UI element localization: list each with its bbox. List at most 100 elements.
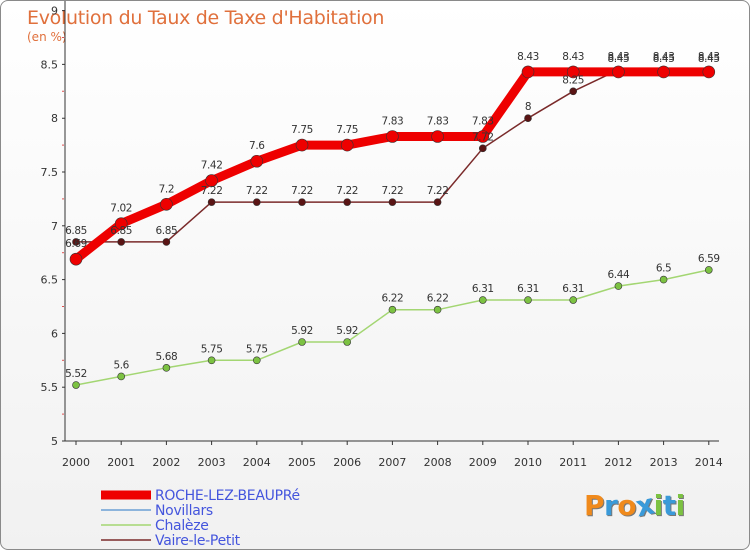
legend-entry: Chalèze xyxy=(155,518,209,534)
data-label: 8.43 xyxy=(562,51,584,63)
data-label: 7.22 xyxy=(382,185,404,197)
data-label: 7.22 xyxy=(427,185,449,197)
data-label: 7.22 xyxy=(291,185,313,197)
data-point xyxy=(704,266,713,274)
data-point xyxy=(569,296,578,304)
data-label: 7.22 xyxy=(201,185,223,197)
data-label: 7.02 xyxy=(110,203,132,215)
y-tick-label: 7.5 xyxy=(41,166,59,179)
data-label: 7.75 xyxy=(291,124,313,136)
data-point xyxy=(566,65,580,79)
chart-subtitle: (en %) xyxy=(27,30,67,44)
data-point xyxy=(388,198,397,206)
data-point xyxy=(162,238,171,246)
legend-entry: Vaire-le-Petit xyxy=(155,533,241,549)
data-point xyxy=(72,381,80,389)
data-label: 8.43 xyxy=(517,51,539,63)
data-label: 7.22 xyxy=(246,185,268,197)
data-label: 7.75 xyxy=(336,124,358,136)
data-label: 8 xyxy=(525,101,531,113)
data-label: 5.6 xyxy=(113,359,129,371)
data-label: 6.59 xyxy=(698,253,720,265)
y-tick-label: 6.5 xyxy=(41,274,59,287)
data-point xyxy=(478,296,487,304)
data-point xyxy=(478,144,487,153)
series-line xyxy=(76,69,709,243)
y-tick-label: 7 xyxy=(51,220,58,233)
y-tick-label: 8.5 xyxy=(41,58,59,71)
data-label: 5.75 xyxy=(246,343,268,355)
data-point xyxy=(524,296,532,304)
data-label: 6.85 xyxy=(65,225,87,237)
data-point xyxy=(612,65,625,79)
data-point xyxy=(343,198,352,206)
data-point xyxy=(162,364,171,372)
data-point xyxy=(205,174,218,187)
data-label: 6.5 xyxy=(656,263,672,275)
data-label: 6.31 xyxy=(472,283,494,295)
data-label: 6.69 xyxy=(65,238,87,250)
x-tick-label: 2004 xyxy=(243,456,271,469)
data-point xyxy=(386,130,399,143)
data-point xyxy=(250,154,264,168)
data-label: 8.43 xyxy=(698,51,720,63)
data-point xyxy=(614,282,623,290)
y-tick-label: 5 xyxy=(51,435,58,448)
data-label: 7.6 xyxy=(249,140,265,152)
x-tick-label: 2007 xyxy=(378,456,406,469)
legend-entry: ROCHE-LEZ-BEAUPRé xyxy=(155,488,300,504)
data-point xyxy=(117,372,125,381)
data-point xyxy=(117,238,125,246)
data-point xyxy=(207,198,216,206)
y-tick-label: 8 xyxy=(51,112,58,125)
y-tick-label: 9 xyxy=(51,5,58,18)
data-label: 6.85 xyxy=(110,225,132,237)
data-point xyxy=(298,338,306,346)
chart-axes: 55.566.577.588.599.51010.51111.512200020… xyxy=(41,1,723,469)
data-point xyxy=(659,275,668,284)
data-label: 7.22 xyxy=(336,185,358,197)
data-point xyxy=(569,87,578,96)
data-point xyxy=(524,114,532,122)
legend-entry: Novillars xyxy=(155,503,213,519)
data-point xyxy=(207,356,216,365)
data-label: 5.92 xyxy=(336,325,358,337)
x-tick-label: 2012 xyxy=(604,456,632,469)
data-label: 5.92 xyxy=(291,325,313,337)
x-tick-label: 2013 xyxy=(650,456,678,469)
data-point xyxy=(72,238,80,246)
data-label: 6.31 xyxy=(562,283,584,295)
data-point xyxy=(702,65,716,79)
data-point xyxy=(295,138,309,152)
chart-title: Evolution du Taux de Taxe d'Habitation xyxy=(27,7,385,29)
chart-series xyxy=(69,65,716,389)
x-tick-label: 2002 xyxy=(152,456,180,469)
y-tick-label: 6 xyxy=(51,327,58,340)
x-tick-label: 2006 xyxy=(333,456,361,469)
chart-data-labels: 11.2311.2311.2311.2311.2311.2311.2311.23… xyxy=(65,51,720,380)
series-line xyxy=(75,269,709,386)
data-label: 5.75 xyxy=(201,343,223,355)
x-tick-label: 2005 xyxy=(288,456,316,469)
x-tick-label: 2010 xyxy=(514,456,542,469)
data-label: 7.2 xyxy=(159,183,175,195)
data-point xyxy=(69,252,83,266)
data-label: 7.42 xyxy=(201,160,223,172)
data-label: 7.72 xyxy=(472,131,494,143)
data-label: 7.83 xyxy=(382,115,404,127)
y-tick-label: 5.5 xyxy=(41,381,59,394)
data-label: 6.85 xyxy=(156,225,178,237)
data-point xyxy=(476,130,490,143)
proxiti-logo: Proxiti xyxy=(584,487,685,524)
data-point xyxy=(657,65,670,79)
data-point xyxy=(253,356,261,365)
data-label: 5.52 xyxy=(65,368,87,380)
data-label: 6.31 xyxy=(517,283,539,295)
data-label: 6.22 xyxy=(382,293,404,305)
data-point xyxy=(160,197,173,211)
data-point xyxy=(521,65,535,79)
x-tick-label: 2001 xyxy=(107,456,135,469)
chart-legend: ROCHE-LEZ-BEAUPRéNovillarsChalèzeVaire-l… xyxy=(101,488,300,549)
x-tick-label: 2008 xyxy=(424,456,452,469)
